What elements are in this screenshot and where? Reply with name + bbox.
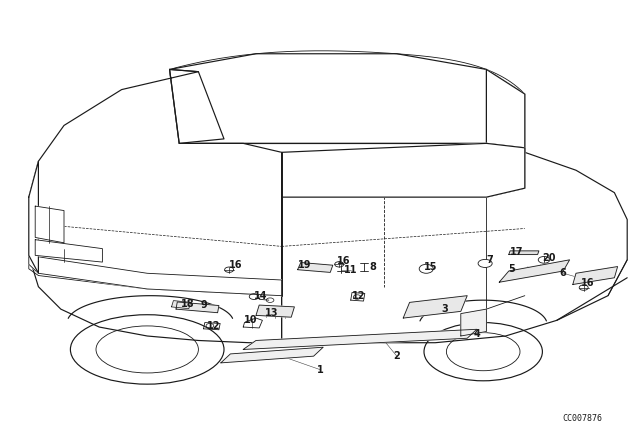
Ellipse shape	[478, 259, 492, 267]
Text: 5: 5	[509, 264, 515, 274]
Text: 3: 3	[442, 304, 448, 314]
Polygon shape	[35, 206, 64, 243]
Text: 2: 2	[394, 351, 400, 361]
Polygon shape	[221, 347, 323, 363]
Polygon shape	[243, 329, 477, 349]
Text: 6: 6	[560, 268, 566, 278]
Polygon shape	[499, 260, 570, 282]
Text: 11: 11	[344, 265, 358, 275]
Text: 17: 17	[510, 247, 524, 257]
Polygon shape	[403, 296, 467, 318]
Text: 9: 9	[200, 300, 207, 310]
Ellipse shape	[538, 256, 550, 263]
Polygon shape	[35, 240, 102, 262]
Polygon shape	[172, 301, 191, 309]
Text: 14: 14	[254, 291, 268, 301]
Polygon shape	[461, 309, 486, 336]
Text: CC007876: CC007876	[563, 414, 602, 423]
Polygon shape	[486, 69, 525, 148]
Ellipse shape	[419, 264, 433, 273]
Text: 16: 16	[228, 260, 243, 270]
Text: 12: 12	[351, 291, 365, 301]
Text: 20: 20	[542, 253, 556, 263]
Polygon shape	[256, 305, 294, 317]
Text: 18: 18	[180, 299, 195, 309]
Polygon shape	[573, 267, 618, 284]
Polygon shape	[170, 69, 224, 143]
Polygon shape	[29, 69, 282, 343]
Text: 19: 19	[298, 260, 312, 270]
Polygon shape	[176, 302, 219, 313]
Polygon shape	[298, 263, 333, 272]
Polygon shape	[29, 255, 282, 296]
Text: 8: 8	[369, 262, 376, 271]
Polygon shape	[509, 251, 539, 254]
Polygon shape	[243, 318, 262, 328]
Text: 13: 13	[265, 308, 279, 318]
Text: 16: 16	[580, 278, 595, 288]
Polygon shape	[29, 161, 38, 273]
Text: 10: 10	[244, 315, 258, 325]
Text: 1: 1	[317, 365, 323, 375]
Polygon shape	[170, 54, 627, 343]
Text: 4: 4	[474, 329, 480, 339]
Text: 12: 12	[207, 321, 221, 331]
Text: 15: 15	[424, 262, 438, 271]
Text: 7: 7	[486, 255, 493, 265]
Text: 16: 16	[337, 256, 351, 266]
Polygon shape	[282, 143, 525, 197]
